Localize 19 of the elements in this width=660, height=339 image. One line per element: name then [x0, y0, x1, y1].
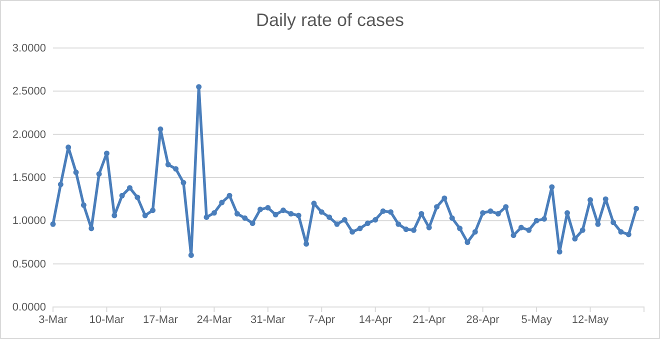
x-tick-label: 17-Mar	[143, 314, 178, 326]
y-tick-label: 0.5000	[12, 258, 46, 270]
x-tick-label: 7-Apr	[308, 314, 336, 326]
y-tick-label: 2.5000	[12, 86, 46, 98]
x-tick-label: 5-May	[521, 314, 552, 326]
chart-title: Daily rate of cases	[256, 10, 404, 30]
x-tick-label: 14-Apr	[358, 314, 392, 326]
x-tick-label: 3-Mar	[38, 314, 68, 326]
y-tick-label: 2.0000	[12, 128, 46, 141]
x-tick-label: 10-Mar	[89, 314, 124, 326]
x-tick-label: 28-Apr	[466, 314, 500, 326]
y-tick-label: 1.5000	[12, 172, 46, 184]
y-tick-label: 3.0000	[12, 42, 46, 55]
y-tick-label: 1.0000	[12, 215, 46, 228]
x-tick-label: 12-May	[572, 314, 610, 326]
x-tick-label: 21-Apr	[412, 314, 446, 326]
x-tick-label: 24-Mar	[196, 314, 232, 326]
y-tick-label: 0.0000	[12, 302, 46, 314]
x-tick-label: 31-Mar	[250, 314, 286, 326]
